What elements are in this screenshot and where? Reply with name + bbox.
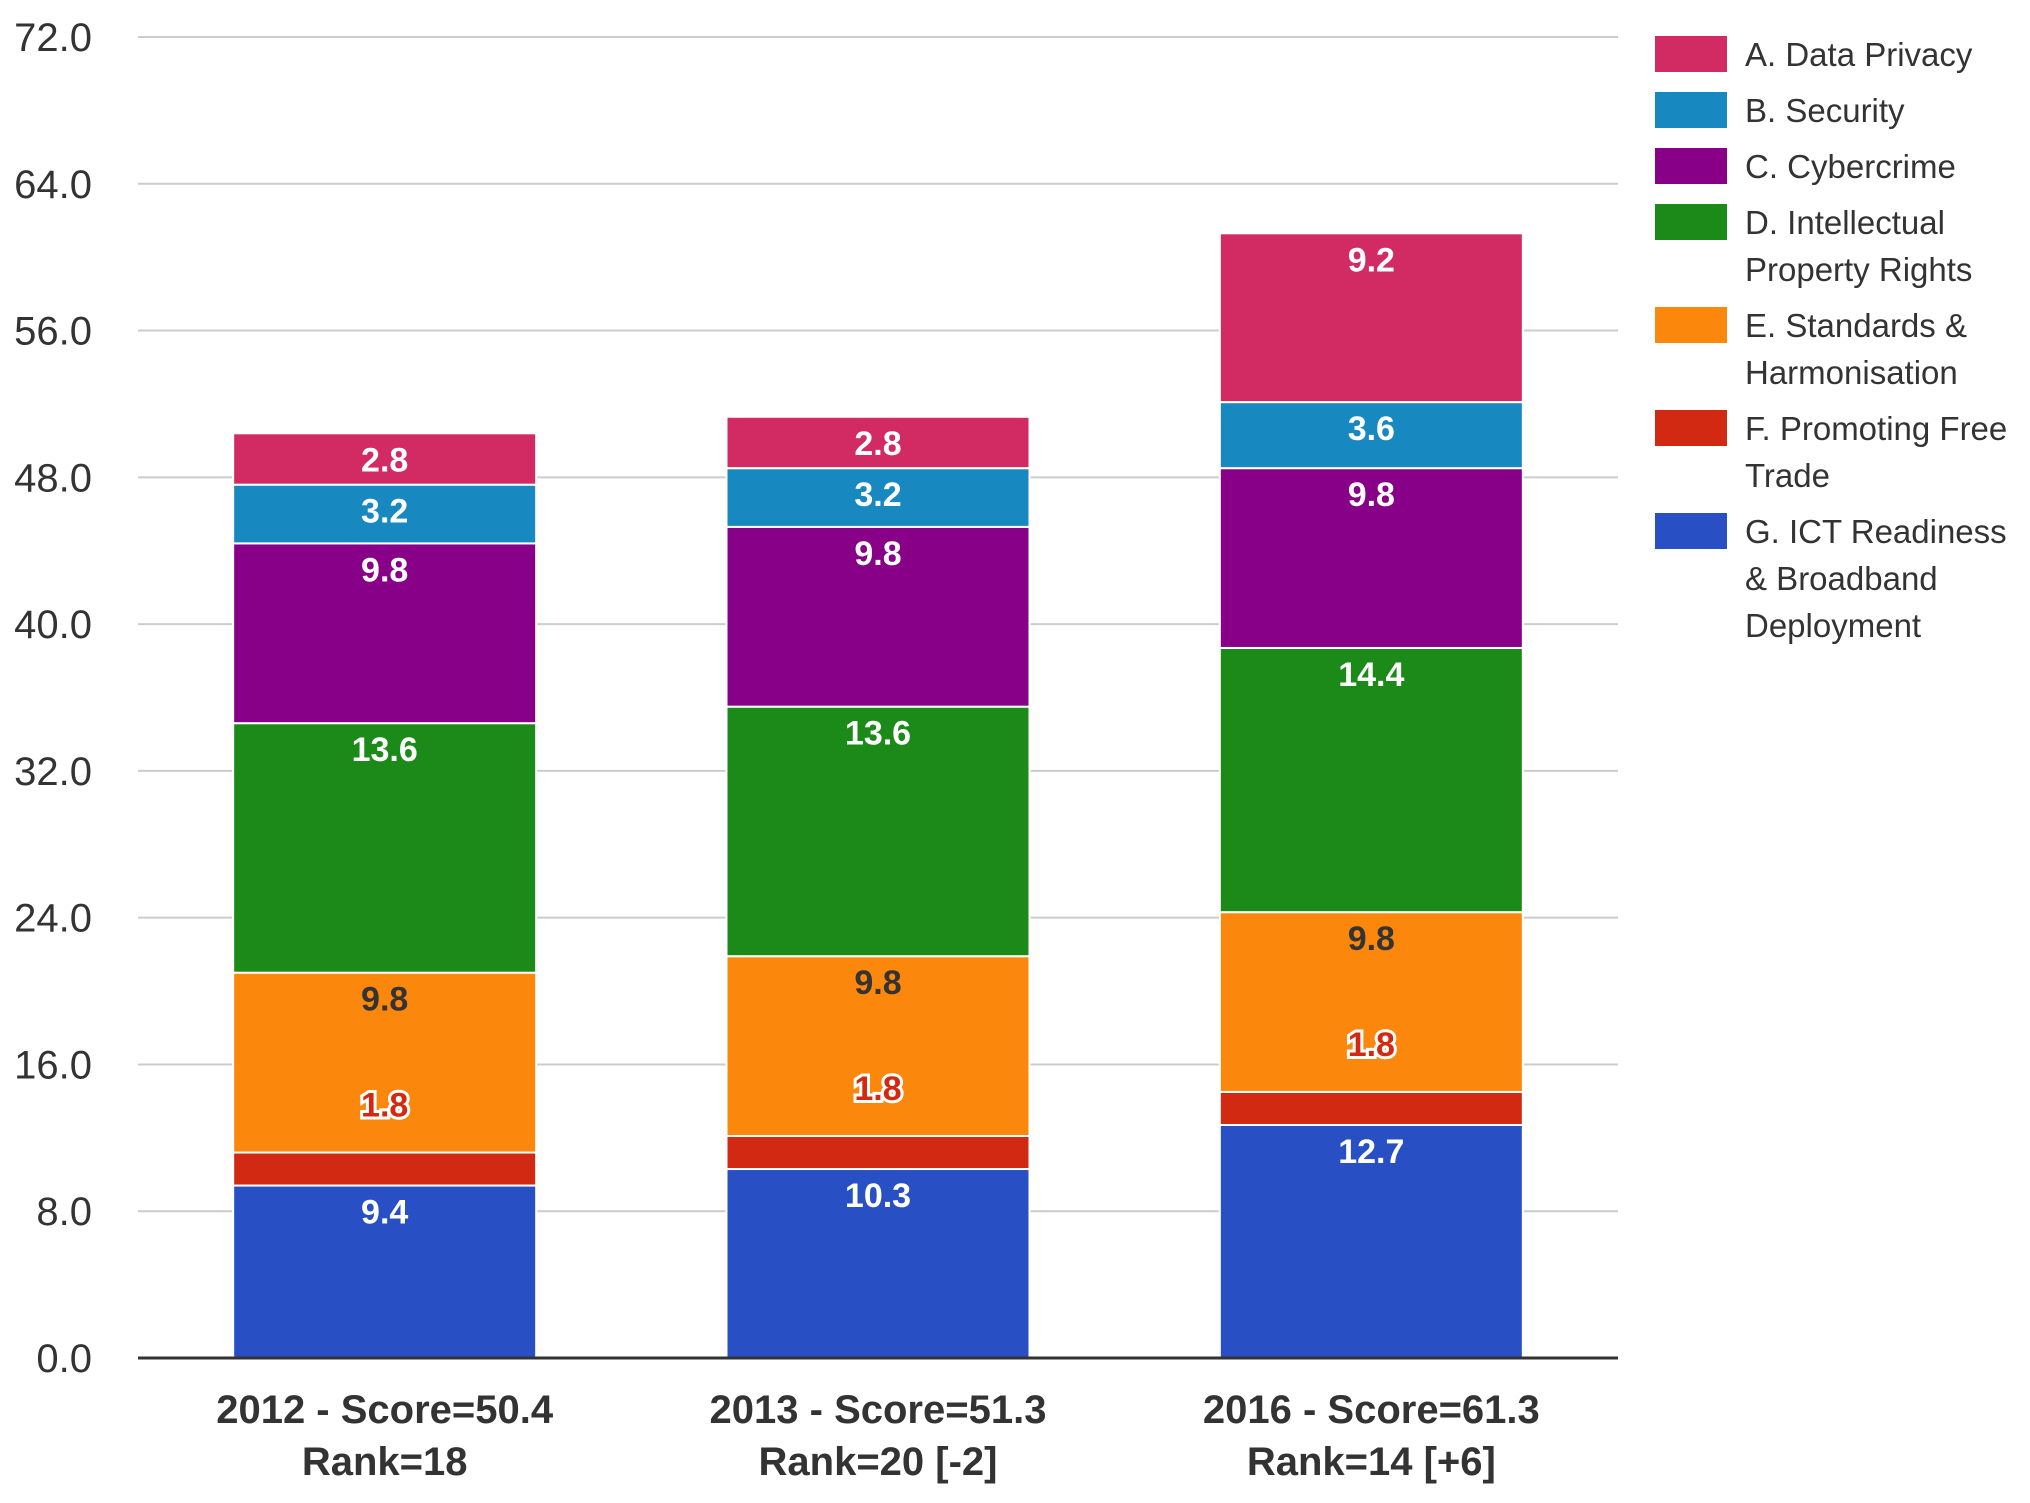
bar-segment	[725, 525, 1031, 708]
bar-value-label: 12.7	[1338, 1133, 1404, 1171]
legend-item[interactable]: F. Promoting Free Trade	[1655, 410, 2007, 494]
bars	[232, 232, 1524, 1360]
bar-value-label: 1.8	[854, 1070, 901, 1108]
legend-label: F. Promoting Free	[1745, 410, 2007, 447]
y-tick-label: 56.0	[14, 310, 92, 354]
bar-value-label: 9.2	[1348, 241, 1395, 279]
bar-segment	[232, 1184, 538, 1360]
y-tick-label: 8.0	[36, 1190, 92, 1234]
bar-value-label: 2.8	[854, 425, 901, 463]
legend-item[interactable]: D. Intellectual Property Rights	[1655, 204, 1972, 288]
legend-label: C. Cybercrime	[1745, 148, 1956, 185]
bar-segment	[725, 1168, 1031, 1359]
bar-value-label: 13.6	[845, 715, 911, 753]
x-category-label: Rank=20 [-2]	[759, 1440, 998, 1484]
x-axis-category-labels: 2012 - Score=50.4 Rank=18 2013 - Score=51.…	[216, 1388, 1540, 1484]
bar-segment	[1218, 232, 1524, 404]
y-tick-label: 64.0	[14, 163, 92, 207]
bar-value-label: 1.8	[1348, 1026, 1395, 1064]
legend-label: Property Rights	[1745, 251, 1972, 288]
bar-segment	[725, 415, 1031, 470]
bar-value-label: 14.4	[1338, 656, 1404, 694]
bar-segment	[232, 542, 538, 725]
legend-label: E. Standards &	[1745, 307, 1967, 344]
legend-swatch	[1655, 410, 1727, 446]
legend-label: G. ICT Readiness	[1745, 513, 2007, 550]
legend-label: Harmonisation	[1745, 354, 1958, 391]
y-tick-label: 16.0	[14, 1043, 92, 1087]
bar-segment	[725, 955, 1031, 1137]
legend-swatch	[1655, 36, 1727, 72]
x-category-label: Rank=18	[302, 1440, 468, 1484]
bar-value-label: 9.8	[1348, 476, 1395, 514]
bar-value-label: 9.8	[361, 981, 408, 1019]
legend-item[interactable]: B. Security	[1655, 92, 1905, 129]
bar-segment	[232, 971, 538, 1154]
legend-label: D. Intellectual	[1745, 204, 1945, 241]
legend-swatch	[1655, 148, 1727, 184]
y-axis-ticks: 0.0 8.0 16.0 24.0 32.0 40.0 48.0 56.0 64.0 72.0	[14, 16, 92, 1381]
bar-value-label: 9.8	[854, 535, 901, 573]
bar-value-label: 9.8	[854, 964, 901, 1002]
legend-item[interactable]: G. ICT Readiness & Broadband Deployment	[1655, 513, 2007, 644]
x-category-label: 2013 - Score=51.3	[710, 1388, 1047, 1432]
x-category-label: 2012 - Score=50.4	[216, 1388, 554, 1432]
bar-value-label: 9.8	[1348, 920, 1395, 958]
legend-swatch	[1655, 513, 1727, 549]
bar-value-labels: 9.4 1.8 9.8 13.6 9.8 3.2 2.8 10.3 1.8 9.8 13.6 9.8 3…	[352, 241, 1405, 1231]
bar-value-label: 3.2	[854, 476, 901, 514]
bar-value-label: 13.6	[352, 731, 418, 769]
bar-segment	[232, 1151, 538, 1187]
legend-item[interactable]: C. Cybercrime	[1655, 148, 1956, 185]
bar-segment	[1218, 467, 1524, 649]
bar-value-label: 3.6	[1348, 410, 1395, 448]
legend-swatch	[1655, 307, 1727, 343]
bar-value-label: 2.8	[361, 441, 408, 479]
legend-swatch	[1655, 204, 1727, 240]
bar-segment	[1218, 911, 1524, 1093]
legend-label: Deployment	[1745, 607, 1921, 644]
x-category-label: 2016 - Score=61.3	[1203, 1388, 1540, 1432]
bar-segment	[1218, 1123, 1524, 1359]
bar-segment	[232, 432, 538, 486]
bar-segment	[232, 722, 538, 974]
bar-segment	[725, 705, 1031, 958]
y-tick-label: 40.0	[14, 603, 92, 647]
bar-value-label: 9.4	[361, 1194, 408, 1232]
legend-label: A. Data Privacy	[1745, 36, 1973, 73]
legend-swatch	[1655, 92, 1727, 128]
legend-label: & Broadband	[1745, 560, 1938, 597]
y-tick-label: 32.0	[14, 750, 92, 794]
bar-value-label: 1.8	[361, 1087, 408, 1125]
bar-value-label: 3.2	[361, 493, 408, 531]
y-tick-label: 0.0	[36, 1337, 92, 1381]
legend-item[interactable]: A. Data Privacy	[1655, 36, 1973, 73]
y-tick-label: 48.0	[14, 456, 92, 500]
bar-value-label: 10.3	[845, 1177, 911, 1215]
legend-label: B. Security	[1745, 92, 1905, 129]
y-tick-label: 72.0	[14, 16, 92, 60]
x-category-label: Rank=14 [+6]	[1247, 1440, 1496, 1484]
bar-segment	[1218, 1090, 1524, 1126]
bar-segment	[1218, 646, 1524, 914]
bar-segment	[1218, 401, 1524, 470]
legend-label: Trade	[1745, 457, 1830, 494]
bar-value-label: 9.8	[361, 551, 408, 589]
bar-segment	[232, 483, 538, 545]
legend-item[interactable]: E. Standards & Harmonisation	[1655, 307, 1967, 391]
y-tick-label: 24.0	[14, 897, 92, 941]
bar-segment	[725, 1134, 1031, 1171]
legend[interactable]: A. Data Privacy B. Security C. Cybercrime D…	[1655, 36, 2007, 644]
